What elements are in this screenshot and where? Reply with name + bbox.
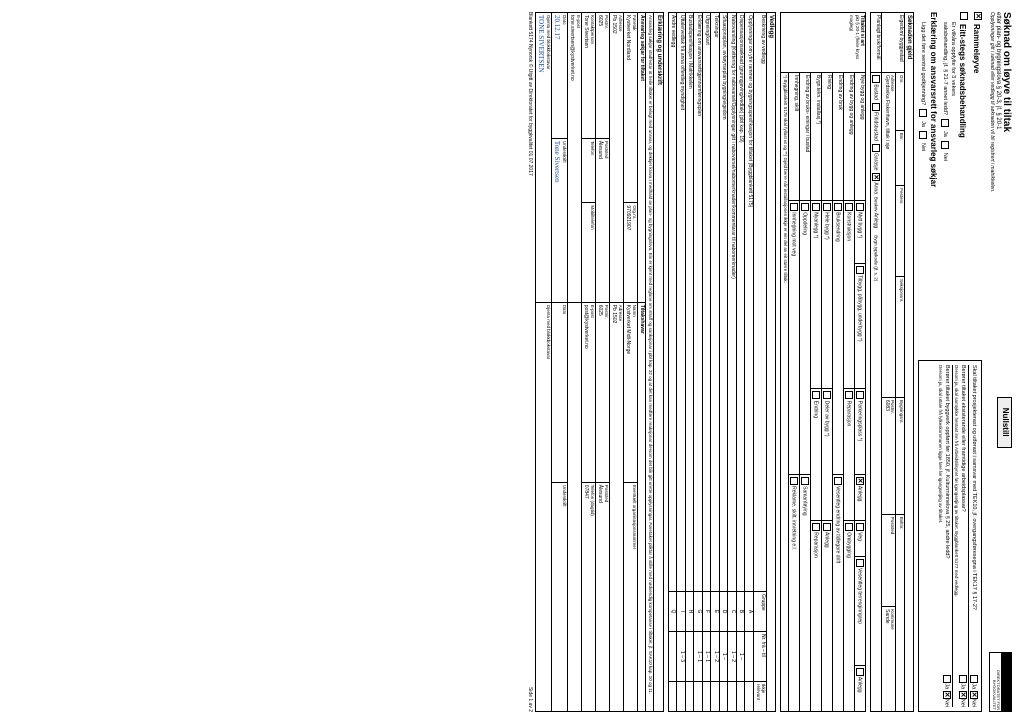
vilkaar-line2: saksbehandling, jf. § 21-7 annet ledd?	[942, 22, 948, 115]
plan-label: Planlagt bruk/formål	[871, 13, 882, 73]
sign-hw: Tone Sivertsen	[553, 141, 561, 183]
navn-val: Kystverket Midt-Norge	[625, 305, 631, 354]
kommune-val: Sande	[884, 609, 890, 623]
header-row: Søknad om løyve til tiltak etter plan- o…	[989, 12, 1012, 712]
vedlegg-row: Erklæring om ansvarsrett/gjennomføringsp…	[694, 13, 703, 712]
ramme-checkbox[interactable]	[974, 12, 982, 20]
logo: DIREKTORATET FOR BYGGKVALITET	[989, 652, 1012, 712]
form-page: Søknad om løyve til tiltak etter plan- o…	[12, 12, 1012, 712]
erkl-table: Erklæring og underskrift Ansvarleg søkja…	[535, 12, 664, 712]
footer-left: Blankett 5174 Nynorsk © Utgitt av Direkt…	[526, 12, 532, 176]
q3b: Dersom ja, skal uttale frå fylkeskommune…	[937, 365, 942, 707]
anlegg-check[interactable]	[856, 477, 864, 485]
foretak-val: Kystverket Nordland	[625, 15, 631, 60]
vedlegg-row: Andre vedleggQ	[668, 13, 677, 712]
eittstegs-label: Eitt-stegs søknadsbehandling	[957, 24, 966, 138]
anna-box[interactable]	[872, 173, 880, 181]
vedlegg-row: Opplysningar om ytre rammer og bygningss…	[745, 13, 754, 712]
right-questions: Skal tiltaket prosjekterast og utførast …	[918, 360, 981, 712]
org-val: 970921907	[625, 205, 631, 230]
form-title: Søknad om løyve til tiltak	[1001, 12, 1012, 192]
nullstill-button[interactable]: Nullstill	[997, 397, 1012, 448]
ramme-label: Rammeløyve	[971, 24, 980, 73]
adresse-val: Gjerdsvika Fiskerihavn, tiltak i sjø	[884, 75, 890, 149]
q2b: Dersom ja, skal samtykke hentast inn frå…	[953, 365, 958, 707]
vedlegg-row: Uttale/vedtak frå anna offentleg myndigh…	[677, 13, 686, 712]
logo-icon	[1002, 652, 1012, 712]
form-subtitle: etter plan- og bygningslova § 20-3, jf. …	[994, 12, 1001, 192]
q3-nei[interactable]	[943, 691, 951, 699]
q1: Skal tiltaket prosjekterast og utførast …	[971, 365, 977, 610]
soknad-label: Søknaden gjeld	[904, 13, 914, 712]
tiltak-table: Tiltaket si art pkt § 20-1 (fleire kryss…	[780, 12, 866, 712]
eittstegs-checkbox[interactable]	[960, 12, 968, 20]
vedlegg-row: Situasjonsplan, avkøyrseplan bygning/eig…	[719, 13, 728, 712]
blokk-hw: TONE SIVERTSEN	[537, 15, 545, 73]
footer: Blankett 5174 Nynorsk © Utgitt av Direkt…	[526, 12, 532, 712]
dato-hw: 20.12.17	[553, 15, 561, 40]
vedlegg-row: Utgreiing/kartF1 – 1	[702, 13, 711, 712]
vilkaar-line1: Er vilkåra oppfylte for 3 vekers	[950, 22, 956, 96]
vedlegg-row: TeikningarE1 – 2	[711, 13, 720, 712]
footer-right: Side 1 av 2	[526, 687, 532, 712]
logo-text: DIREKTORATET FOR BYGGKVALITET	[989, 652, 1002, 712]
eigedom-label: Eigedom/ byggjestad	[882, 13, 905, 73]
nei-box-2[interactable]	[919, 131, 927, 139]
garasje-box[interactable]	[872, 144, 880, 152]
title-block: Søknad om løyve til tiltak etter plan- o…	[989, 12, 1012, 192]
postnr-val: 6083	[884, 400, 890, 411]
nei-box-1[interactable]	[941, 141, 949, 149]
form-note: Opplysningar gitt i søknad eller vedlegg…	[989, 12, 995, 192]
erkl-title: Erklæring om ansvarsrett for ansvarleg s…	[928, 12, 937, 354]
q1-nei[interactable]	[970, 691, 978, 699]
ja-box-1[interactable]	[941, 119, 949, 127]
ja-box-2[interactable]	[919, 109, 927, 117]
bustad-box[interactable]	[872, 75, 880, 83]
anna-val: Anlegg	[873, 213, 879, 229]
q2: Berører tiltaket eksisterande eller fram…	[960, 365, 966, 512]
vedlegg-table: Vedlegg Beskriving av vedlegg Gruppe Nr.…	[668, 12, 776, 712]
vedlegg-row: Bustadspesifikasjon i MatrikkelenH	[685, 13, 694, 712]
q3: Berører tiltaket byggverk oppført før 18…	[944, 365, 950, 559]
q2-nei[interactable]	[959, 691, 967, 699]
godk-q: Ligg det føre sentral godkjenning?	[920, 22, 926, 105]
vedlegg-row: Nabovarsling (Kvittering for nabovarsel/…	[728, 13, 737, 712]
fritid-box[interactable]	[872, 103, 880, 111]
soknad-table: Søknaden gjeld Eigedom/ byggjestad Gnr. …	[870, 12, 914, 712]
vedlegg-row: Dispensasjonssøknad (grunngjeving/vedtak…	[736, 13, 745, 712]
